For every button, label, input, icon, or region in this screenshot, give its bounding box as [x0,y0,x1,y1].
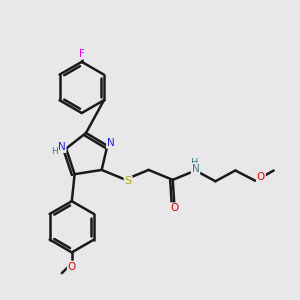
Text: O: O [68,262,76,272]
Text: N: N [107,138,115,148]
Text: S: S [124,176,132,186]
Text: H: H [51,148,58,157]
Text: F: F [79,49,85,59]
Text: N: N [192,164,200,174]
Text: O: O [170,203,178,213]
Text: H: H [191,158,199,167]
Text: N: N [58,142,66,152]
Text: O: O [257,172,265,182]
